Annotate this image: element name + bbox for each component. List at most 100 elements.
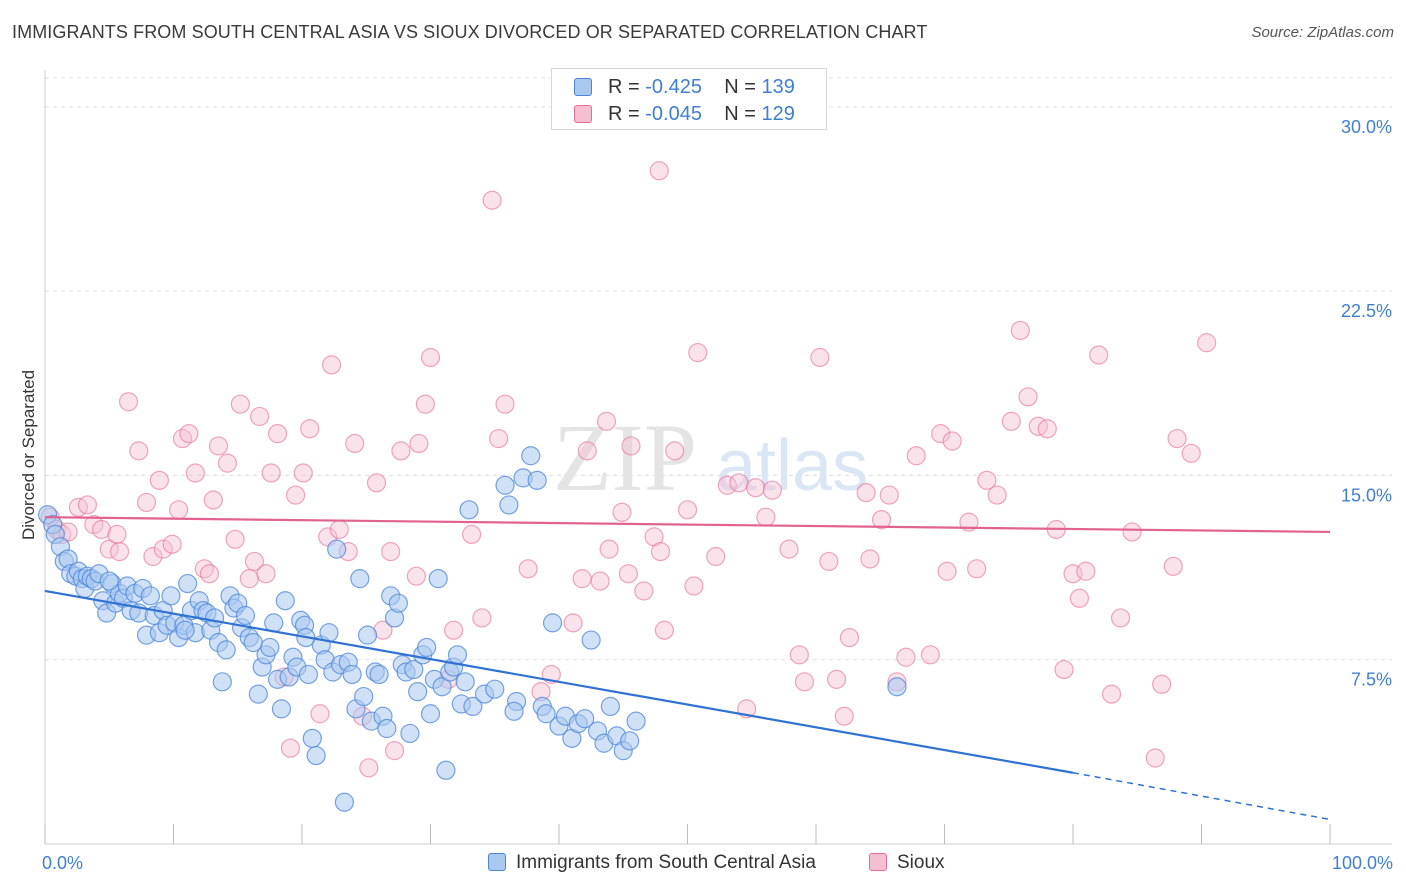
- sioux-point: [834, 706, 854, 726]
- sioux-point: [1145, 748, 1165, 768]
- y-axis-label: Divorced or Separated: [19, 370, 38, 540]
- sioux-point: [391, 441, 411, 461]
- sioux-point: [444, 620, 464, 640]
- sioux-point: [762, 480, 782, 500]
- sioux-point: [942, 431, 962, 451]
- sioux-point: [109, 541, 130, 562]
- sioux-point: [329, 519, 349, 540]
- sioux-point: [654, 620, 674, 640]
- sioux-point: [249, 406, 270, 427]
- south-central-asia-point: [600, 696, 621, 717]
- bottom-legend-swatch-pink: [869, 853, 887, 871]
- south-central-asia-point: [420, 704, 441, 724]
- sioux-point: [1001, 411, 1021, 431]
- sioux-point: [406, 566, 426, 586]
- sioux-point: [826, 669, 847, 689]
- south-central-asia-point: [175, 620, 195, 640]
- legend-swatch-blue: [574, 78, 592, 96]
- correlation-legend: R = -0.425 N = 139 R = -0.045 N = 129: [551, 68, 827, 130]
- south-central-asia-points: [37, 446, 907, 812]
- south-central-asia-point: [581, 630, 601, 650]
- south-central-asia-point: [536, 704, 556, 724]
- sioux-point: [179, 424, 199, 444]
- bottom-legend-item-pink: Sioux: [869, 852, 945, 874]
- sioux-point: [153, 539, 173, 559]
- south-central-asia-point: [408, 682, 428, 702]
- sioux-point: [225, 529, 245, 549]
- sioux-point: [143, 546, 163, 567]
- sioux-point: [518, 559, 538, 579]
- sioux-point: [310, 704, 330, 724]
- watermark-zip: ZIP: [553, 404, 697, 511]
- sioux-point: [149, 470, 169, 490]
- legend-r-label: R =: [608, 76, 646, 98]
- sioux-point: [684, 576, 704, 596]
- south-central-asia-point: [887, 677, 907, 697]
- sioux-point: [789, 645, 809, 665]
- south-central-asia-point: [499, 495, 519, 515]
- south-central-asia-point: [432, 677, 452, 697]
- sioux-point: [172, 428, 193, 449]
- legend-swatch-pink: [574, 105, 592, 123]
- sioux-point: [482, 190, 502, 210]
- chart-title: IMMIGRANTS FROM SOUTH CENTRAL ASIA VS SI…: [12, 22, 928, 42]
- legend-r-value: -0.045: [645, 103, 702, 125]
- sioux-point: [462, 524, 482, 545]
- bottom-legend-item-blue: Immigrants from South Central Asia: [488, 852, 816, 874]
- south-central-asia-point: [447, 645, 468, 665]
- south-central-asia-point: [463, 696, 483, 717]
- axes: 7.5% 15.0% 22.5% 30.0% 0.0% 100.0%: [42, 70, 1393, 873]
- sioux-point: [256, 564, 276, 584]
- sioux-point: [415, 394, 435, 414]
- sioux-point: [366, 473, 387, 493]
- sioux-point: [230, 394, 250, 414]
- sioux-point: [612, 502, 632, 522]
- south-central-asia-point: [161, 586, 181, 606]
- sioux-point: [321, 355, 342, 375]
- south-central-asia-point: [302, 728, 322, 748]
- sioux-point: [839, 627, 860, 648]
- south-central-asia-point: [527, 470, 547, 490]
- sioux-point: [1018, 387, 1038, 407]
- sioux-point: [203, 490, 223, 510]
- south-central-asia-point: [334, 792, 355, 812]
- sioux-point: [1089, 345, 1109, 365]
- sioux-point: [677, 500, 698, 520]
- sioux-point: [384, 741, 405, 761]
- y-tick-label: 30.0%: [1341, 117, 1392, 137]
- sioux-point: [1167, 428, 1187, 449]
- sioux-point: [856, 483, 876, 503]
- sioux-point: [1076, 561, 1096, 581]
- sioux-point: [563, 613, 583, 633]
- y-tick-label: 22.5%: [1341, 301, 1392, 321]
- sioux-point: [717, 475, 737, 495]
- sioux-point: [649, 161, 669, 181]
- sioux-point: [1069, 588, 1090, 608]
- legend-n-value: 129: [761, 103, 795, 125]
- south-central-asia-point: [369, 664, 389, 685]
- sioux-point: [810, 347, 830, 368]
- south-central-asia-point: [357, 625, 378, 645]
- sioux-point: [136, 492, 157, 513]
- bottom-legend-label-blue: Immigrants from South Central Asia: [516, 852, 816, 873]
- sioux-point: [572, 569, 592, 589]
- sioux-point: [1197, 333, 1217, 353]
- south-central-asia-point: [404, 659, 424, 680]
- legend-n-label: N =: [724, 103, 762, 125]
- sioux-point: [650, 541, 671, 562]
- sioux-point: [819, 551, 839, 572]
- south-central-asia-point: [260, 637, 280, 658]
- sioux-point: [937, 561, 957, 581]
- sioux-point: [665, 441, 685, 461]
- sioux-point: [420, 347, 441, 368]
- sioux-point: [280, 738, 301, 758]
- south-central-asia-point: [459, 500, 479, 520]
- sioux-point: [381, 541, 401, 562]
- sioux-point: [489, 428, 509, 449]
- south-central-asia-point: [626, 711, 646, 731]
- south-central-asia-point: [436, 760, 456, 780]
- x-tick-label-min: 0.0%: [42, 853, 83, 873]
- sioux-point: [293, 463, 313, 483]
- south-central-asia-trend-line: [44, 589, 1074, 774]
- watermark: ZIP atlas: [553, 404, 868, 511]
